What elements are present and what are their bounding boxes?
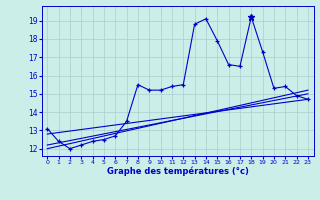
X-axis label: Graphe des températures (°c): Graphe des températures (°c) [107, 167, 249, 176]
